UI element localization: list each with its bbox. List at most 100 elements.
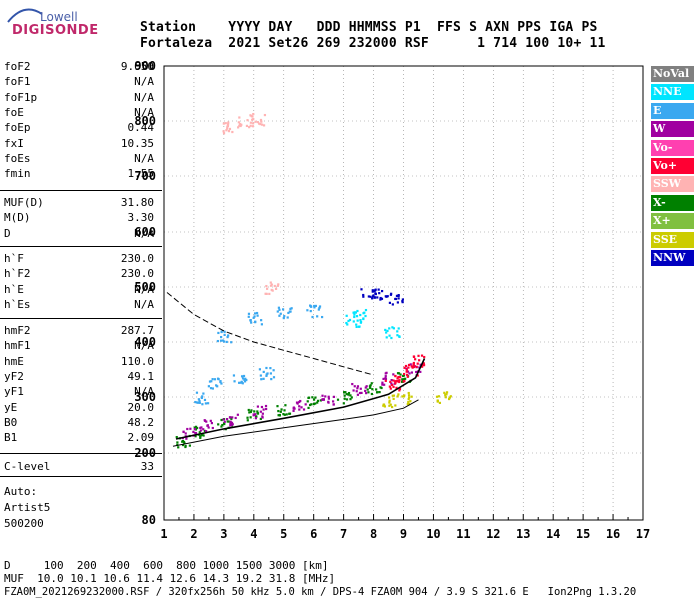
param-value: 110.0: [120, 354, 154, 368]
data-point: [181, 440, 184, 443]
data-point: [306, 400, 309, 403]
data-point: [283, 315, 286, 318]
data-point: [197, 398, 200, 401]
data-point: [421, 365, 424, 368]
data-point: [254, 312, 257, 315]
data-point: [221, 423, 224, 427]
data-point: [226, 335, 229, 339]
data-point: [189, 427, 192, 430]
data-point: [240, 123, 243, 126]
data-point: [395, 380, 398, 383]
param-row: B0 48.2: [4, 415, 154, 430]
auto-version: 500200: [4, 517, 44, 530]
param-value: 0.44: [127, 121, 155, 135]
data-point: [398, 387, 402, 391]
data-point: [316, 399, 320, 402]
param-value: 31.80: [120, 196, 154, 209]
data-point: [192, 430, 195, 434]
data-point: [245, 378, 248, 382]
data-point: [227, 334, 230, 337]
data-point: [386, 295, 389, 298]
data-point: [276, 405, 279, 408]
data-point: [276, 284, 279, 287]
param-name: h`F: [4, 252, 24, 265]
data-point: [332, 400, 335, 403]
data-point: [443, 391, 446, 394]
data-point: [397, 372, 401, 375]
legend-item: E: [651, 102, 694, 119]
data-point: [261, 415, 264, 418]
data-point: [375, 388, 378, 391]
data-point: [223, 330, 226, 333]
data-point: [310, 403, 313, 406]
data-point: [273, 284, 276, 288]
data-point: [175, 436, 178, 439]
data-point: [321, 394, 324, 397]
data-point: [256, 121, 259, 124]
data-point: [248, 411, 251, 414]
data-point: [407, 394, 411, 397]
param-value: 230.0: [120, 267, 154, 281]
data-point: [392, 327, 395, 330]
data-point: [262, 408, 265, 411]
data-point: [380, 297, 384, 300]
data-point: [314, 402, 317, 405]
data-point: [246, 416, 249, 419]
chart-grid: [164, 66, 643, 520]
data-point: [350, 396, 353, 399]
data-point: [196, 426, 199, 430]
param-name: foEp: [4, 121, 31, 135]
data-point: [389, 380, 392, 383]
data-point: [449, 395, 452, 398]
data-point: [254, 417, 258, 420]
param-row: C-level 33: [4, 459, 154, 474]
data-point: [409, 363, 412, 366]
param-row: M(D) 3.30: [4, 210, 154, 225]
x-tick-label: 16: [606, 527, 620, 541]
data-point: [327, 400, 330, 403]
data-point: [372, 294, 375, 297]
data-point: [343, 394, 346, 397]
data-point: [385, 331, 388, 334]
data-point: [385, 371, 388, 374]
logo-digisonde: DIGISONDE: [12, 23, 99, 38]
data-point: [249, 124, 252, 127]
data-point: [369, 295, 372, 298]
param-row: yF1 N/A: [4, 384, 154, 399]
param-value: 48.2: [127, 415, 155, 429]
data-point: [355, 315, 359, 318]
data-point: [416, 374, 419, 377]
data-point: [230, 421, 234, 424]
data-point: [349, 394, 352, 397]
data-point: [347, 393, 350, 396]
data-point: [270, 378, 273, 381]
data-point: [243, 380, 247, 383]
data-point: [194, 435, 197, 438]
y-tick-label: 300: [134, 390, 156, 404]
x-tick-label: 5: [280, 527, 287, 541]
data-point: [383, 383, 386, 386]
data-point: [445, 391, 449, 394]
data-point: [405, 370, 408, 373]
data-point: [376, 296, 379, 299]
y-tick-label: 800: [134, 114, 156, 128]
param-row: hmF2 287.7: [4, 323, 154, 338]
data-point: [359, 313, 362, 317]
data-point: [177, 446, 180, 449]
footer-file-info: FZA0M_2021269232000.RSF / 320fx256h 50 k…: [4, 586, 637, 598]
data-point: [388, 404, 391, 407]
data-point: [234, 416, 237, 420]
param-name: B0: [4, 415, 18, 429]
data-point: [238, 381, 241, 384]
data-point: [378, 292, 381, 295]
data-point: [231, 423, 234, 426]
legend-item: SSE: [651, 231, 694, 248]
data-point: [407, 391, 410, 395]
data-point: [362, 295, 365, 298]
data-point: [313, 304, 316, 308]
data-point: [226, 127, 229, 130]
data-point: [176, 443, 179, 447]
data-point: [265, 292, 268, 295]
data-point: [384, 376, 387, 380]
data-point: [182, 440, 186, 444]
